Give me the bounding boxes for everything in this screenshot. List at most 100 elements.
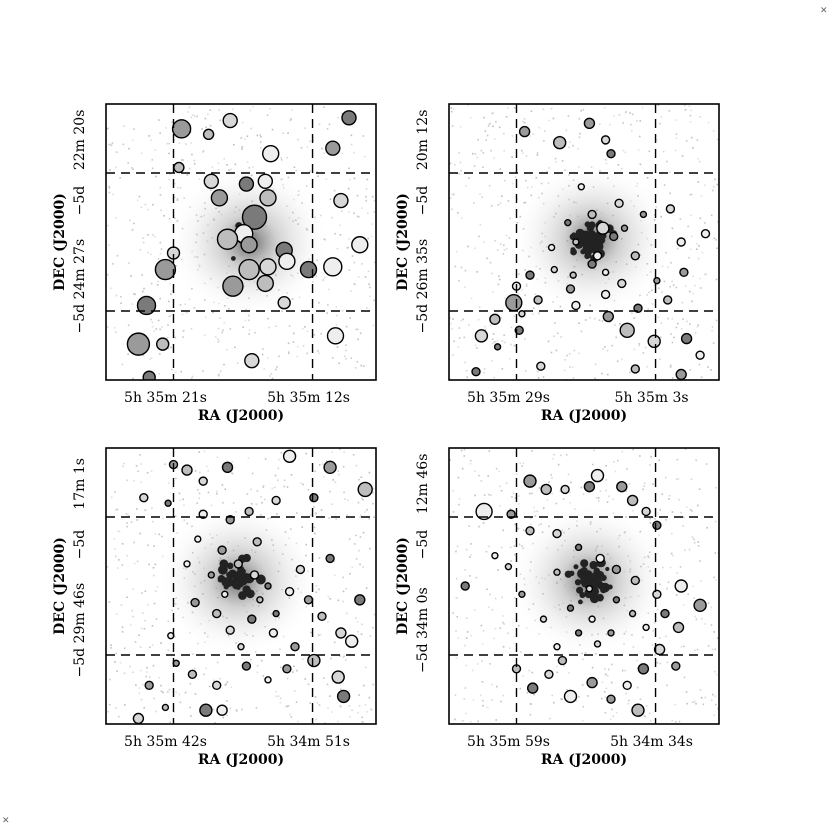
noise-speckle (181, 313, 184, 316)
noise-speckle (161, 326, 164, 328)
noise-speckle (685, 140, 688, 142)
noise-speckle (512, 492, 515, 495)
noise-speckle (182, 159, 184, 161)
source-marker (299, 260, 318, 279)
noise-speckle (644, 715, 646, 717)
noise-speckle (464, 286, 466, 289)
noise-speckle (198, 451, 201, 453)
noise-speckle (138, 687, 141, 689)
noise-speckle (296, 669, 298, 672)
noise-speckle (707, 121, 710, 124)
noise-speckle (133, 128, 135, 130)
noise-speckle (536, 370, 539, 373)
panel-frame (105, 447, 377, 725)
noise-speckle (538, 487, 541, 489)
noise-speckle (490, 205, 493, 207)
noise-speckle (690, 235, 693, 238)
source-marker (256, 274, 274, 293)
noise-speckle (557, 463, 560, 466)
noise-speckle (106, 566, 109, 568)
noise-speckle (689, 114, 692, 117)
noise-speckle (139, 532, 142, 535)
noise-speckle (567, 473, 570, 476)
noise-speckle (696, 326, 699, 328)
noise-speckle (690, 478, 693, 481)
noise-speckle (679, 267, 682, 270)
noise-speckle (109, 169, 111, 171)
noise-speckle (116, 670, 118, 673)
source-marker (271, 495, 281, 506)
source-marker (671, 661, 681, 671)
noise-speckle (329, 598, 331, 600)
noise-speckle (522, 529, 525, 532)
noise-speckle (682, 516, 685, 518)
source-marker (144, 680, 154, 691)
source-marker (641, 506, 651, 517)
noise-speckle (314, 532, 316, 535)
cluster-core-star (588, 221, 596, 229)
noise-speckle (155, 618, 158, 620)
noise-speckle (353, 261, 356, 264)
noise-speckle (685, 506, 688, 508)
source-marker (557, 655, 568, 666)
noise-speckle (712, 186, 715, 188)
noise-speckle (145, 671, 148, 673)
noise-speckle (474, 247, 476, 250)
noise-speckle (577, 148, 579, 150)
noise-speckle (462, 720, 465, 722)
noise-speckle (501, 195, 503, 197)
noise-speckle (536, 152, 539, 154)
noise-speckle (256, 134, 259, 137)
noise-speckle (580, 330, 583, 333)
source-marker (606, 148, 616, 159)
noise-speckle (325, 178, 328, 180)
noise-speckle (498, 278, 501, 281)
noise-speckle (500, 546, 503, 549)
noise-speckle (358, 216, 360, 218)
noise-speckle (629, 371, 631, 374)
noise-speckle (479, 193, 481, 195)
noise-speckle (606, 501, 609, 503)
source-marker (600, 289, 611, 300)
noise-speckle (680, 646, 683, 648)
noise-speckle (456, 597, 458, 599)
noise-speckle (350, 143, 353, 146)
noise-speckle (372, 683, 375, 686)
noise-speckle (176, 197, 179, 200)
noise-speckle (175, 477, 177, 480)
noise-speckle (364, 511, 366, 513)
noise-speckle (349, 178, 351, 181)
noise-speckle (362, 566, 365, 568)
noise-speckle (127, 353, 129, 356)
corner-mark: ✕ (2, 816, 10, 826)
noise-speckle (180, 370, 183, 373)
cluster-core-star (580, 566, 588, 574)
noise-speckle (593, 449, 595, 452)
noise-speckle (670, 333, 672, 335)
noise-speckle (296, 355, 299, 358)
noise-speckle (178, 142, 181, 144)
noise-speckle (589, 316, 591, 319)
noise-speckle (643, 485, 645, 488)
noise-speckle (232, 108, 234, 111)
noise-speckle (183, 519, 186, 521)
noise-speckle (204, 316, 207, 319)
source-marker (518, 310, 526, 318)
noise-speckle (284, 705, 287, 708)
noise-speckle (712, 189, 714, 192)
noise-speckle (125, 513, 128, 515)
cluster-core-star (573, 564, 579, 570)
source-marker (247, 614, 257, 624)
noise-speckle (493, 157, 496, 159)
noise-speckle (367, 270, 370, 273)
noise-speckle (279, 701, 282, 704)
noise-speckle (129, 624, 132, 626)
noise-speckle (659, 508, 662, 511)
noise-speckle (466, 376, 469, 379)
noise-speckle (343, 355, 346, 358)
noise-speckle (568, 353, 571, 355)
noise-speckle (109, 703, 111, 706)
noise-speckle (334, 481, 337, 484)
noise-speckle (531, 492, 533, 495)
panel-image (106, 448, 376, 724)
